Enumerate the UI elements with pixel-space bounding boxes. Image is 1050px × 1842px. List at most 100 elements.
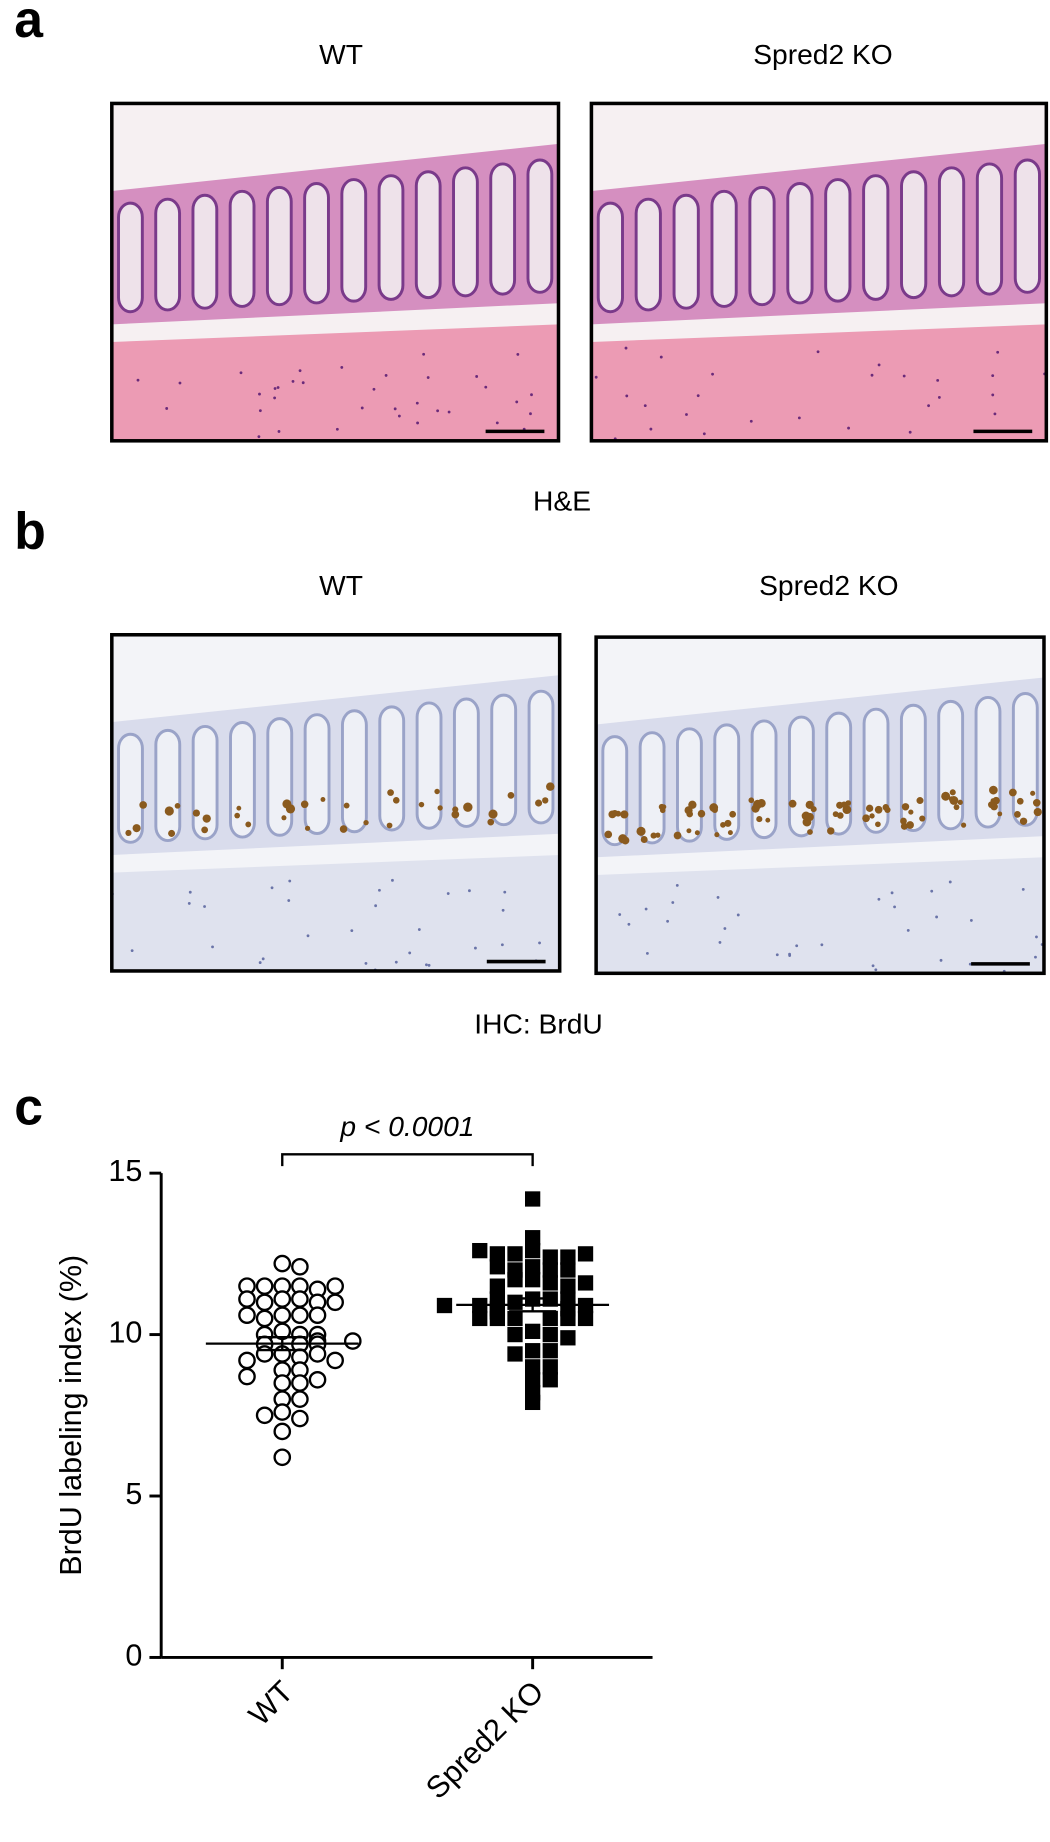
nucleus [421,983,424,986]
nucleus [649,427,653,431]
crypt [377,174,405,301]
brdu-stain [650,832,657,839]
nucleus [736,913,740,917]
brdu-stain [906,821,914,829]
muscle [111,324,559,441]
p-value: p < 0.0001 [339,1110,474,1142]
brdu-stain [202,814,211,823]
nucleus [273,387,277,390]
brdu-stain [387,789,394,796]
brdu-stain [688,800,697,809]
nucleus [335,427,339,431]
nucleus [624,346,628,350]
nucleus [211,945,214,949]
data-point [436,1297,453,1314]
brdu-stain [997,811,1003,817]
crypt [490,693,518,827]
muscle [591,324,1047,441]
data-point [489,1259,506,1275]
nucleus [640,455,643,458]
nucleus [816,350,820,354]
crypt [340,709,368,834]
data-point [542,1262,558,1278]
nucleus [877,363,881,367]
data-point [308,1345,327,1363]
brdu-stain [1032,798,1041,807]
nucleus [397,414,401,418]
nucleus [516,352,520,356]
image-title: Spred2 KO [759,569,899,601]
data-point [525,1242,541,1259]
nucleus [666,984,669,987]
nucleus [930,889,934,893]
nucleus [513,974,516,977]
data-point [273,1306,292,1325]
image-title: Spred2 KO [753,38,893,70]
nucleus [877,897,881,901]
nucleus [643,404,647,408]
data-point [577,1275,594,1291]
nucleus [906,928,910,932]
data-point [542,1326,558,1343]
data-point [542,1310,558,1327]
brdu-stain [862,814,870,823]
nucleus [996,350,1000,354]
nucleus [258,409,262,413]
nucleus [820,943,824,947]
brdu-stain [611,809,619,817]
nucleus [539,992,542,995]
nucleus [446,892,450,895]
brdu-stain [953,804,960,811]
data-point [525,1359,541,1375]
nucleus [997,991,1000,994]
brdu-stain [139,801,147,809]
histology-image [111,634,560,995]
brdu-stain [729,810,737,818]
brdu-stain [948,796,955,802]
nucleus [653,455,656,458]
brdu-stain [908,809,914,815]
image-caption: IHC: BrdU [474,1008,603,1040]
crypt [750,719,778,840]
panel-label: a [14,0,44,48]
crypt [303,182,330,305]
brdu-stain [546,782,555,791]
crypt [1013,158,1041,294]
data-point [507,1310,523,1327]
crypt [975,162,1004,296]
data-point [525,1372,541,1388]
brdu-stain [418,801,425,808]
nucleus [625,394,629,398]
significance-bracket [281,1153,534,1167]
crypt [937,166,966,298]
muscle [111,854,560,971]
panel-label: b [14,502,46,560]
crypt [191,724,219,841]
nucleus [474,946,477,950]
brdu-stain [658,803,665,810]
data-point [489,1278,506,1294]
nucleus [600,453,603,456]
brdu-stain [916,797,924,805]
brdu-stain [686,810,693,818]
brdu-stain [300,800,309,809]
data-point [577,1246,594,1262]
data-point [577,1310,594,1327]
data-point [238,1290,256,1308]
y-tick-label: 0 [125,1639,142,1673]
data-point [291,1409,309,1428]
brdu-stain [694,830,700,836]
brdu-stain [686,828,692,834]
nucleus [261,957,265,961]
brdu-stain [234,812,241,819]
crypt [638,731,666,845]
brdu-stain [832,811,839,818]
brdu-stain [392,797,400,804]
image-caption: H&E [533,485,591,517]
crypt [117,201,144,314]
nucleus [203,905,206,908]
crypt [900,170,928,300]
nucleus [484,385,488,389]
nucleus [594,375,598,379]
